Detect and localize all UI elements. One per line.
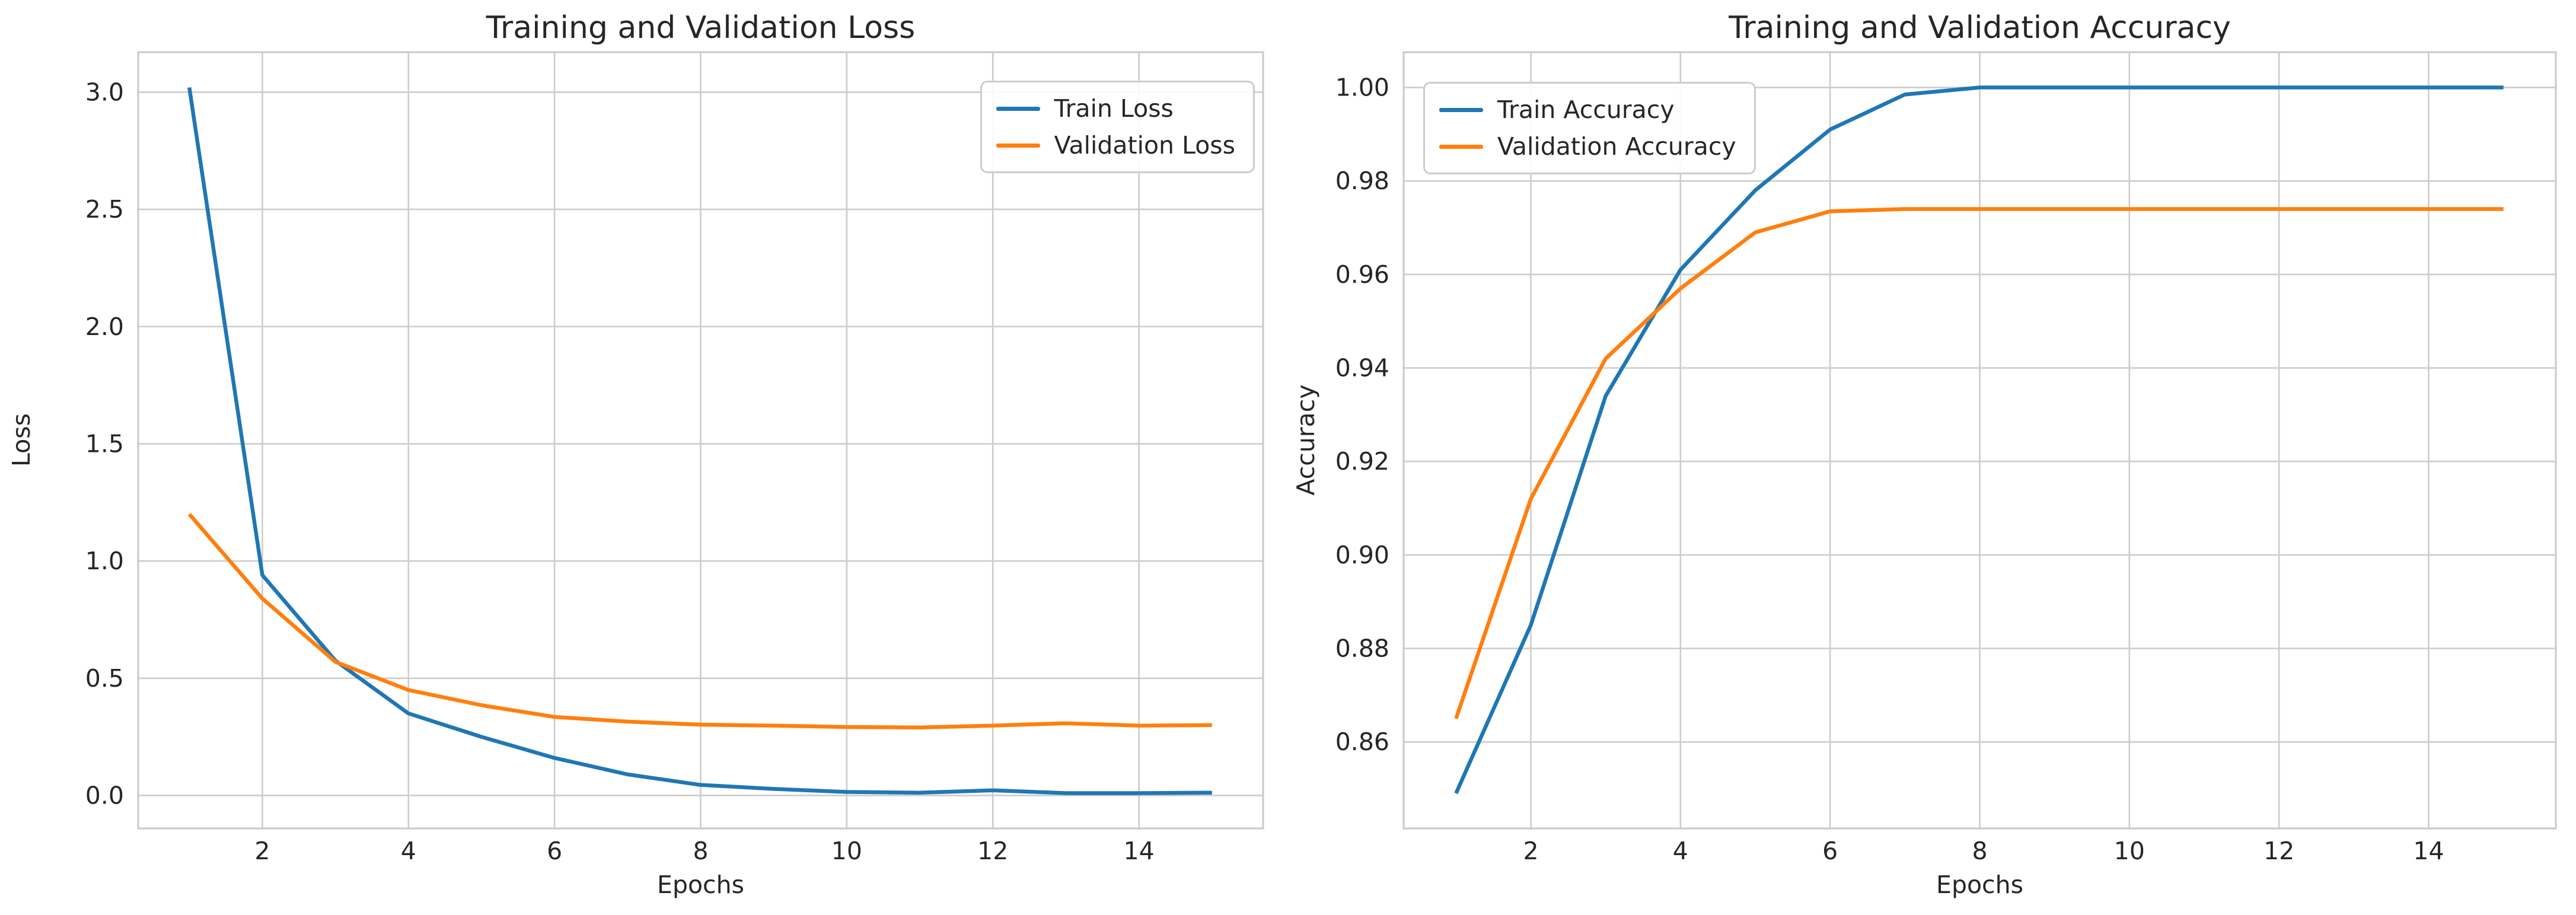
x-tick-label: 8	[693, 837, 708, 865]
train-loss-line	[187, 87, 1212, 795]
loss-yaxis-label: Loss	[7, 413, 36, 467]
x-tick-label: 6	[1822, 837, 1838, 865]
accuracy-yaxis-label: Accuracy	[1292, 384, 1320, 496]
y-tick-label: 0.5	[85, 664, 124, 693]
y-tick-label: 3.0	[85, 78, 124, 106]
x-tick-label: 14	[2413, 837, 2444, 865]
legend-row: Train Loss	[996, 94, 1235, 123]
x-tick-label: 12	[977, 837, 1008, 865]
x-tick-label: 12	[2263, 837, 2294, 865]
x-tick-label: 4	[1673, 837, 1688, 865]
y-tick-label: 0.0	[85, 781, 124, 809]
legend-label: Train Accuracy	[1497, 95, 1675, 124]
validation-loss-line	[187, 512, 1212, 730]
train-loss-swatch-icon	[996, 106, 1040, 111]
y-tick-label: 0.96	[1335, 260, 1389, 289]
legend-label: Validation Accuracy	[1497, 132, 1736, 161]
x-tick-label: 4	[401, 837, 416, 865]
y-tick-label: 0.88	[1335, 634, 1389, 662]
y-tick-label: 1.0	[85, 547, 124, 575]
train-accuracy-swatch-icon	[1439, 107, 1483, 112]
y-tick-label: 1.00	[1335, 74, 1389, 102]
y-tick-label: 0.94	[1335, 354, 1389, 382]
x-tick-label: 10	[2114, 837, 2145, 865]
validation-accuracy-line	[1454, 207, 2504, 719]
y-tick-label: 2.0	[85, 313, 124, 341]
legend-row: Validation Accuracy	[1439, 132, 1736, 161]
x-tick-label: 8	[1972, 837, 1987, 865]
axes-spines	[1402, 51, 2557, 830]
x-tick-label: 14	[1124, 837, 1155, 865]
y-tick-label: 0.92	[1335, 447, 1389, 476]
loss-chart-title: Training and Validation Loss	[486, 10, 916, 46]
validation-accuracy-swatch-icon	[1439, 144, 1483, 149]
y-tick-label: 2.5	[85, 195, 124, 224]
legend-row: Train Accuracy	[1439, 95, 1736, 124]
accuracy-legend: Train Accuracy Validation Accuracy	[1423, 82, 1756, 174]
legend-row: Validation Loss	[996, 131, 1235, 160]
x-tick-label: 2	[1523, 837, 1538, 865]
y-tick-label: 1.5	[85, 429, 124, 458]
loss-xaxis-label: Epochs	[657, 871, 744, 899]
train-accuracy-line	[1454, 85, 2504, 795]
y-tick-label: 0.90	[1335, 541, 1389, 569]
accuracy-xaxis-label: Epochs	[1936, 871, 2023, 899]
axes-spines	[137, 51, 1264, 830]
x-tick-label: 10	[831, 837, 862, 865]
y-tick-label: 0.86	[1335, 728, 1389, 756]
accuracy-chart-title: Training and Validation Accuracy	[1729, 10, 2231, 46]
x-tick-label: 2	[254, 837, 270, 865]
y-tick-label: 0.98	[1335, 167, 1389, 195]
legend-label: Train Loss	[1054, 94, 1174, 123]
x-tick-label: 6	[547, 837, 562, 865]
validation-loss-swatch-icon	[996, 143, 1040, 148]
legend-label: Validation Loss	[1054, 131, 1235, 160]
loss-legend: Train Loss Validation Loss	[980, 81, 1255, 173]
